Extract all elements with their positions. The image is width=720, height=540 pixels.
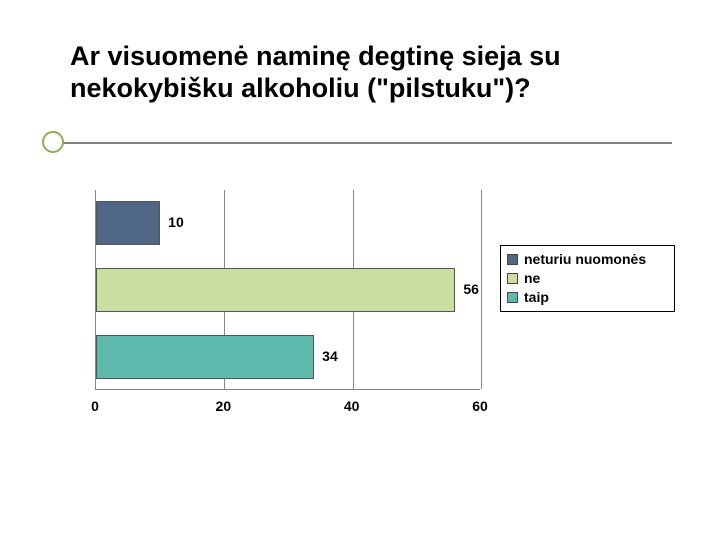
bar-value-label: 56 (463, 281, 479, 297)
legend-label: neturiu nuomonės (524, 250, 646, 269)
x-tick-label: 0 (91, 398, 99, 414)
gridline (481, 190, 482, 389)
x-tick-label: 60 (472, 398, 488, 414)
legend: neturiu nuomonėsnetaip (500, 245, 675, 312)
bar-value-label: 34 (322, 348, 338, 364)
plot-area: 10 56 34 (95, 190, 480, 390)
slide: Ar visuomenė naminę degtinę sieja su nek… (0, 0, 720, 540)
legend-label: ne (524, 269, 540, 288)
legend-swatch (507, 273, 518, 284)
legend-item: taip (507, 288, 668, 307)
bar (96, 335, 314, 379)
bar (96, 201, 160, 245)
legend-swatch (507, 254, 518, 265)
bar-chart: 105634 0204060 (75, 190, 480, 430)
legend-label: taip (524, 288, 549, 307)
x-tick-label: 20 (216, 398, 232, 414)
slide-title: Ar visuomenė naminę degtinę sieja su nek… (70, 40, 680, 105)
bar-value-label: 10 (168, 214, 184, 230)
decor-line (52, 142, 672, 144)
x-tick-label: 40 (344, 398, 360, 414)
decor-bullet (42, 131, 64, 153)
legend-item: neturiu nuomonės (507, 250, 668, 269)
bar (96, 268, 455, 312)
legend-swatch (507, 292, 518, 303)
legend-item: ne (507, 269, 668, 288)
